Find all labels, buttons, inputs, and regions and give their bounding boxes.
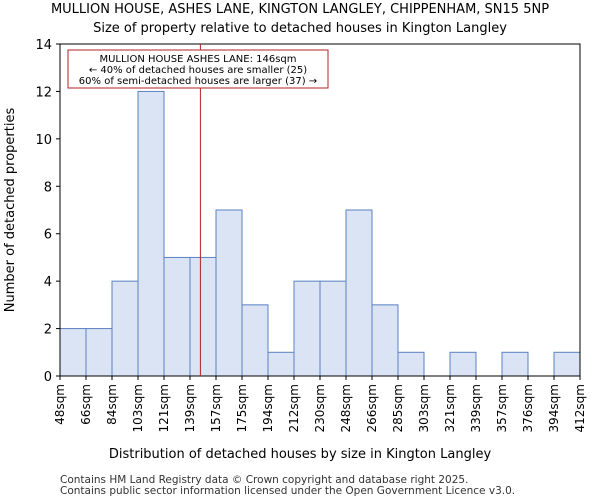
bar-139sqm (189, 256, 217, 377)
y-tick-label: 10 (35, 133, 52, 148)
x-tick-label: 103sqm (131, 384, 145, 432)
y-axis-label: Number of detached properties (3, 108, 18, 313)
bar-248sqm (345, 209, 373, 377)
annotation-line1: MULLION HOUSE ASHES LANE: 146sqm (99, 54, 296, 65)
y-tick-label: 14 (35, 38, 52, 53)
bar-266sqm (371, 304, 399, 377)
x-tick-label: 84sqm (105, 384, 119, 425)
bar-103sqm (137, 90, 165, 377)
x-tick-label: 194sqm (261, 384, 275, 432)
x-tick-label: 412sqm (573, 384, 587, 432)
y-tick-label: 0 (44, 370, 52, 385)
y-tick-label: 6 (44, 228, 52, 243)
footer-line2: Contains public sector information licen… (60, 485, 515, 497)
x-tick-label: 285sqm (391, 384, 405, 432)
footer-line1: Contains HM Land Registry data © Crown c… (60, 474, 468, 486)
annotation-frame (67, 49, 329, 89)
y-tick-label: 4 (44, 275, 52, 290)
bar-357sqm (501, 351, 529, 377)
bar-175sqm (241, 304, 269, 377)
y-tick-label: 8 (44, 180, 52, 195)
y-axis-ticks: 0 2 4 6 8 10 12 14 (35, 38, 60, 385)
bar-84sqm (111, 280, 139, 377)
bar-157sqm (215, 209, 243, 377)
bar-66sqm (85, 328, 113, 377)
bar-212sqm (293, 280, 321, 377)
bar-230sqm (319, 280, 347, 377)
x-tick-label: 339sqm (469, 384, 483, 432)
x-tick-label: 376sqm (521, 384, 535, 432)
x-tick-label: 212sqm (287, 384, 301, 432)
annotation-box: MULLION HOUSE ASHES LANE: 146sqm ← 40% o… (67, 49, 329, 89)
x-axis-ticks: 48sqm 66sqm 84sqm 103sqm 121sqm 139sqm 157sqm 1… (53, 376, 587, 432)
x-tick-label: 394sqm (547, 384, 561, 432)
x-axis-label: Distribution of detached houses by size … (109, 447, 492, 462)
bar-321sqm (449, 351, 477, 377)
x-tick-label: 121sqm (157, 384, 171, 432)
annotation-line3: 60% of semi-detached houses are larger (… (79, 76, 317, 87)
x-tick-label: 321sqm (443, 384, 457, 432)
annotation-line2: ← 40% of detached houses are smaller (25… (89, 65, 307, 76)
bar-194sqm (267, 351, 295, 377)
y-tick-label: 12 (35, 85, 52, 100)
bars-group (59, 90, 581, 377)
x-tick-label: 175sqm (235, 384, 249, 432)
y-tick-label: 2 (44, 323, 52, 338)
bar-121sqm (163, 256, 191, 377)
x-tick-label: 248sqm (339, 384, 353, 432)
x-tick-label: 66sqm (79, 384, 93, 425)
x-tick-label: 157sqm (209, 384, 223, 432)
chart-title-line2: Size of property relative to detached ho… (93, 21, 507, 36)
x-tick-label: 303sqm (417, 384, 431, 432)
bar-48sqm (59, 328, 87, 377)
chart-title-line1: MULLION HOUSE, ASHES LANE, KINGTON LANGL… (51, 2, 549, 17)
bar-285sqm (397, 351, 425, 377)
x-tick-label: 139sqm (183, 384, 197, 432)
bar-394sqm (553, 351, 581, 377)
x-tick-label: 230sqm (313, 384, 327, 432)
x-tick-label: 48sqm (53, 384, 67, 425)
x-tick-label: 357sqm (495, 384, 509, 432)
x-tick-label: 266sqm (365, 384, 379, 432)
